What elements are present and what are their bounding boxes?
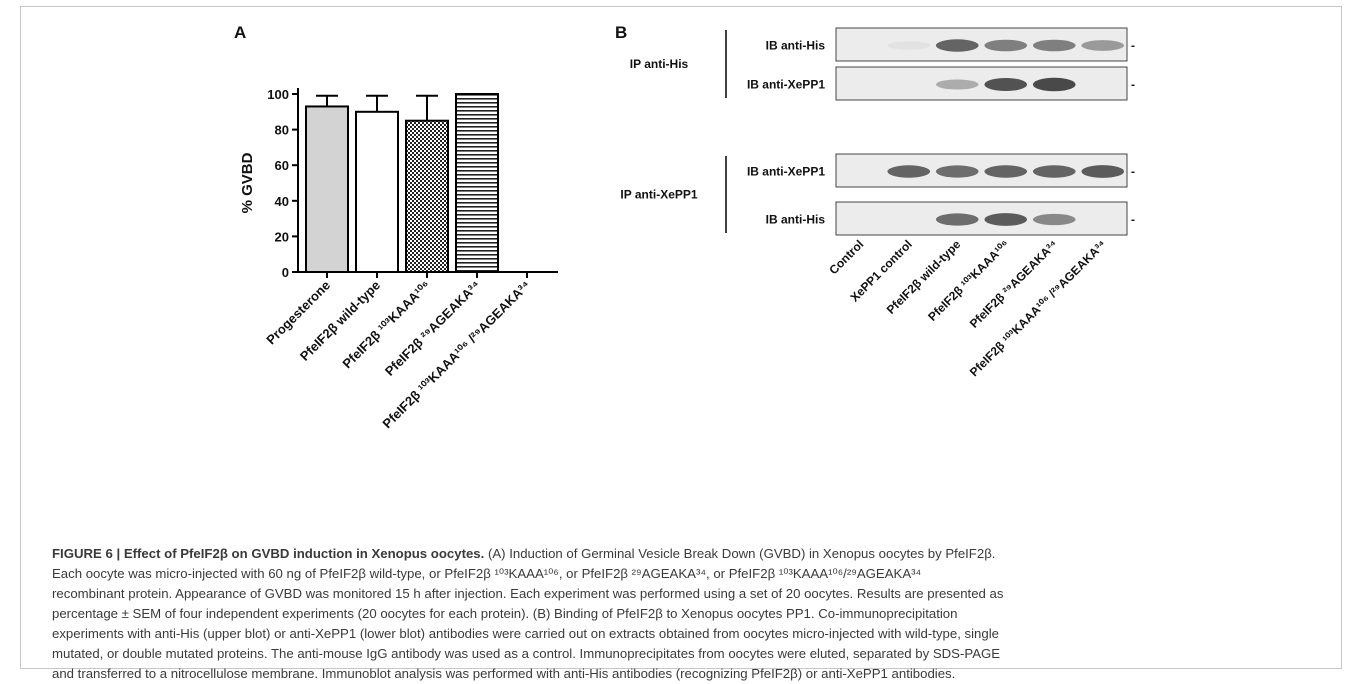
- panel-b-label: B: [615, 23, 627, 42]
- ip-group-label: IP anti-XePP1: [620, 188, 697, 202]
- protein-band: [935, 79, 979, 90]
- protein-band: [1032, 213, 1076, 226]
- caption-line-6: mutated, or double mutated proteins. The…: [52, 646, 1001, 661]
- ib-label: IB anti-His: [766, 213, 826, 227]
- bar: [405, 119, 449, 273]
- lane-label: PfeIF2β ²⁹AGEAKA³⁴: [967, 237, 1061, 331]
- figure-caption: FIGURE 6 | Effect of PfeIF2β on GVBD ind…: [52, 544, 1324, 684]
- panel-a: A % GVBD 0 20 40 60 80 100 Progesterone PfeIF2β…: [226, 22, 646, 482]
- protein-band: [1081, 165, 1125, 178]
- bar: [305, 105, 349, 273]
- ib-label: IB anti-XePP1: [747, 78, 825, 92]
- y-tick-label: 0: [282, 265, 289, 280]
- gvbd-bar-chart: A % GVBD 020406080100ProgesteronePfeIF2β…: [234, 23, 558, 431]
- caption-line-3: recombinant protein. Appearance of GVBD …: [52, 586, 1004, 601]
- protein-band: [984, 39, 1028, 52]
- y-tick-label: 80: [275, 123, 289, 138]
- caption-line-5: experiments with anti-His (upper blot) o…: [52, 626, 999, 641]
- category-label: PfeIF2β ²⁹AGEAKA³⁴: [382, 278, 483, 379]
- ib-label: IB anti-His: [766, 39, 826, 53]
- protein-band: [887, 165, 931, 178]
- caption-title: FIGURE 6 | Effect of PfeIF2β on GVBD ind…: [52, 546, 485, 561]
- ip-group-label: IP anti-His: [630, 57, 689, 71]
- kda-marker: -38kDa: [1131, 165, 1135, 179]
- protein-band: [1032, 165, 1076, 178]
- caption-line-2: Each oocyte was micro-injected with 60 n…: [52, 566, 922, 581]
- blot-strip: [835, 153, 1128, 188]
- protein-band: [935, 165, 979, 178]
- category-label: PfeIF2β ¹⁰³KAAA¹⁰⁶: [339, 278, 433, 372]
- protein-band: [984, 213, 1028, 226]
- protein-band: [1081, 40, 1125, 51]
- lane-label: Control: [826, 237, 866, 277]
- kda-marker: -25kDa: [1131, 213, 1135, 227]
- y-tick-label: 40: [275, 194, 289, 209]
- bar: [455, 93, 499, 273]
- panel-a-label: A: [234, 23, 246, 42]
- caption-text-1: (A) Induction of Germinal Vesicle Break …: [487, 546, 996, 561]
- ib-label: IB anti-XePP1: [747, 165, 825, 179]
- protein-band: [1032, 77, 1076, 92]
- lane-label: PfeIF2β ¹⁰³KAAA¹⁰⁶: [925, 237, 1012, 324]
- y-tick-label: 20: [275, 229, 289, 244]
- caption-line-1: FIGURE 6 | Effect of PfeIF2β on GVBD ind…: [52, 544, 1324, 564]
- y-axis-label: % GVBD: [239, 152, 256, 213]
- blot-strip: [835, 201, 1128, 236]
- protein-band: [935, 213, 979, 226]
- protein-band: [984, 77, 1028, 92]
- bar: [355, 110, 399, 273]
- caption-line-4: percentage ± SEM of four independent exp…: [52, 606, 958, 621]
- blot-strip: [835, 27, 1128, 62]
- y-tick-label: 60: [275, 158, 289, 173]
- protein-band: [984, 165, 1028, 178]
- kda-marker: -38kDa: [1131, 78, 1135, 92]
- protein-band: [935, 39, 979, 52]
- figure-frame: [20, 6, 1342, 669]
- y-tick-label: 100: [267, 87, 289, 102]
- blot-strip: [835, 66, 1128, 101]
- protein-band: [1032, 39, 1076, 52]
- protein-band: [887, 41, 931, 50]
- kda-marker: -25kDa: [1131, 39, 1135, 53]
- caption-line-7: and transferred to a nitrocellulose memb…: [52, 666, 956, 681]
